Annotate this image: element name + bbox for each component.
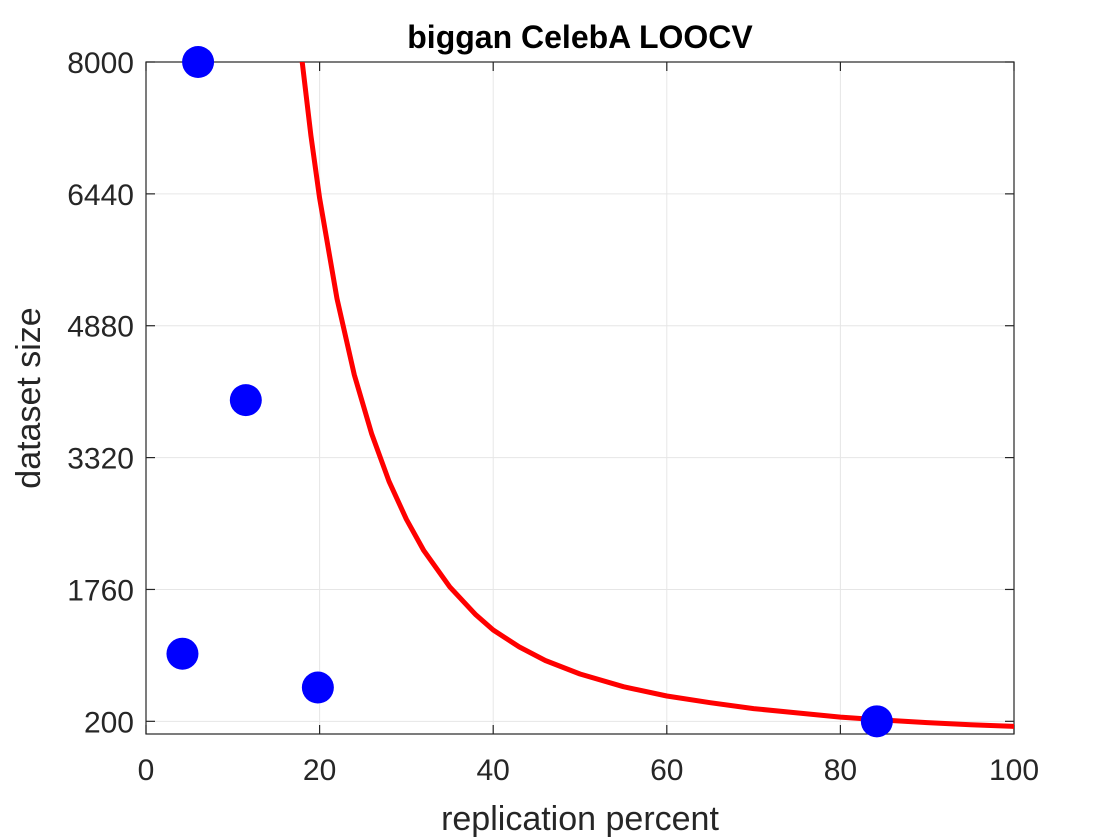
y-tick-label: 4880: [67, 311, 134, 344]
y-tick-label: 1760: [67, 574, 134, 607]
y-tick-label: 6440: [67, 179, 134, 212]
scatter-point: [301, 671, 334, 704]
fitted-curve-line: [299, 62, 1014, 729]
scatter-point: [229, 384, 262, 417]
fitted-curve: [299, 62, 1014, 729]
x-tick-label: 80: [824, 754, 857, 787]
y-axis-title: dataset size: [10, 307, 48, 488]
chart-title: biggan CelebA LOOCV: [407, 19, 753, 55]
ticks: [145, 61, 1015, 734]
data-points: [166, 46, 893, 738]
x-tick-label: 60: [650, 754, 683, 787]
x-tick-label: 0: [138, 754, 155, 787]
y-tick-label: 8000: [67, 47, 134, 80]
scatter-point: [182, 46, 215, 78]
y-tick-label: 3320: [67, 443, 134, 476]
scatter-point: [860, 705, 893, 738]
y-tick-label: 200: [84, 706, 134, 739]
scatter-point: [166, 637, 199, 670]
x-tick-label: 100: [989, 754, 1039, 787]
tick-labels: 0 20 40 60 80 100 200 1760 3320 4880 6440 8000: [67, 47, 1039, 787]
x-tick-label: 20: [303, 754, 336, 787]
x-tick-label: 40: [477, 754, 510, 787]
grid: [145, 61, 1015, 734]
plot-area: [145, 61, 1015, 735]
x-axis-title: replication percent: [441, 800, 719, 838]
